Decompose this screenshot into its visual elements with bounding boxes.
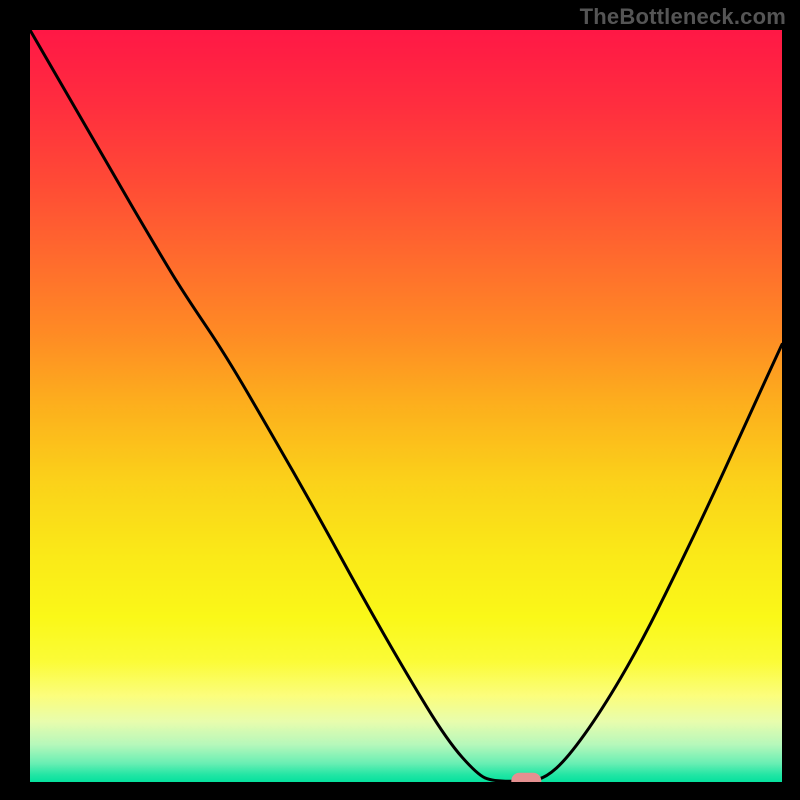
plot-area <box>30 30 782 782</box>
gradient-background <box>30 30 782 782</box>
watermark-text: TheBottleneck.com <box>580 4 786 30</box>
chart-frame: TheBottleneck.com <box>0 0 800 800</box>
